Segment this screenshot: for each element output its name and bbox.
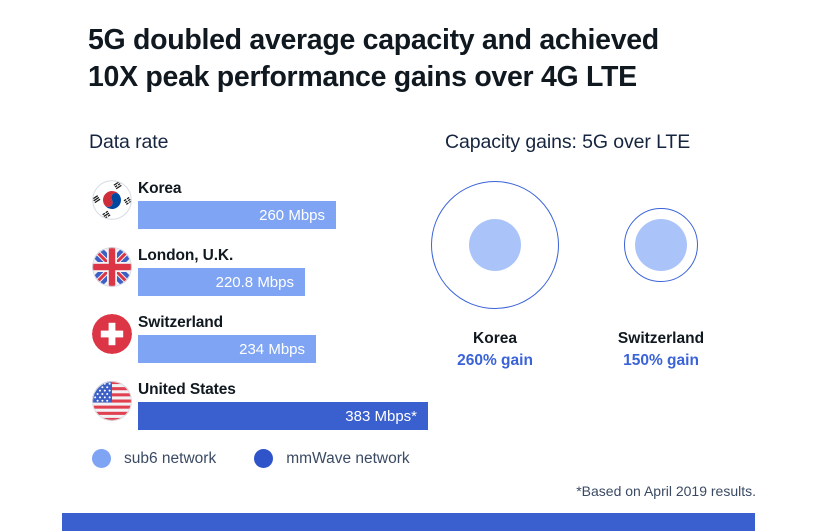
bar-value-label: 260 Mbps xyxy=(259,206,325,224)
bar-value-label: 383 Mbps* xyxy=(345,407,417,425)
bottom-accent-bar xyxy=(62,513,755,531)
data-rate-bar: 234 Mbps xyxy=(138,335,316,363)
page-title: 5G doubled average capacity and achieved… xyxy=(88,22,768,96)
data-rate-heading: Data rate xyxy=(89,131,169,153)
legend-dot-sub6-icon xyxy=(92,449,111,468)
capacity-core-inner xyxy=(469,219,521,271)
flag-united-states-icon xyxy=(92,381,132,421)
footnote: *Based on April 2019 results. xyxy=(576,483,756,499)
bar-value-label: 220.8 Mbps xyxy=(215,273,294,291)
page-title-line-1: 5G doubled average capacity and achieved xyxy=(88,24,659,56)
row-label: Korea xyxy=(138,180,182,197)
capacity-ring-outer xyxy=(624,208,698,282)
capacity-country-label: Switzerland xyxy=(617,330,705,347)
chart-legend: sub6 network mmWave network xyxy=(92,449,448,468)
legend-label: mmWave network xyxy=(286,449,410,467)
page-title-line-2: 10X peak performance gains over 4G LTE xyxy=(88,61,637,93)
data-rate-bar: 383 Mbps* xyxy=(138,402,428,430)
capacity-country-label: Korea xyxy=(473,330,517,347)
flag-switzerland-icon xyxy=(92,314,132,354)
flag-united-kingdom-icon xyxy=(92,247,132,287)
capacity-core-inner xyxy=(635,219,687,271)
capacity-gain-value: 260% gain xyxy=(457,352,533,369)
legend-item-sub6: sub6 network xyxy=(92,449,216,468)
flag-korea-icon xyxy=(92,180,132,220)
row-label: Switzerland xyxy=(138,314,224,331)
data-rate-bar: 220.8 Mbps xyxy=(138,268,305,296)
capacity-gains-heading: Capacity gains: 5G over LTE xyxy=(445,131,691,153)
legend-item-mmwave: mmWave network xyxy=(254,449,410,468)
capacity-gain-value: 150% gain xyxy=(623,352,699,369)
bar-value-label: 234 Mbps xyxy=(239,340,305,358)
data-rate-bar: 260 Mbps xyxy=(138,201,336,229)
legend-label: sub6 network xyxy=(124,449,217,467)
capacity-ring-outer xyxy=(431,181,559,309)
row-label: London, U.K. xyxy=(138,247,234,264)
row-label: United States xyxy=(138,381,236,398)
legend-dot-mmwave-icon xyxy=(254,449,274,468)
